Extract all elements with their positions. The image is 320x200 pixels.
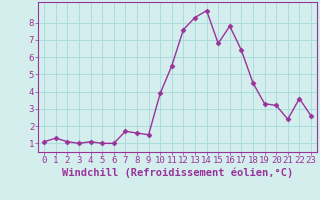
X-axis label: Windchill (Refroidissement éolien,°C): Windchill (Refroidissement éolien,°C) [62, 168, 293, 178]
